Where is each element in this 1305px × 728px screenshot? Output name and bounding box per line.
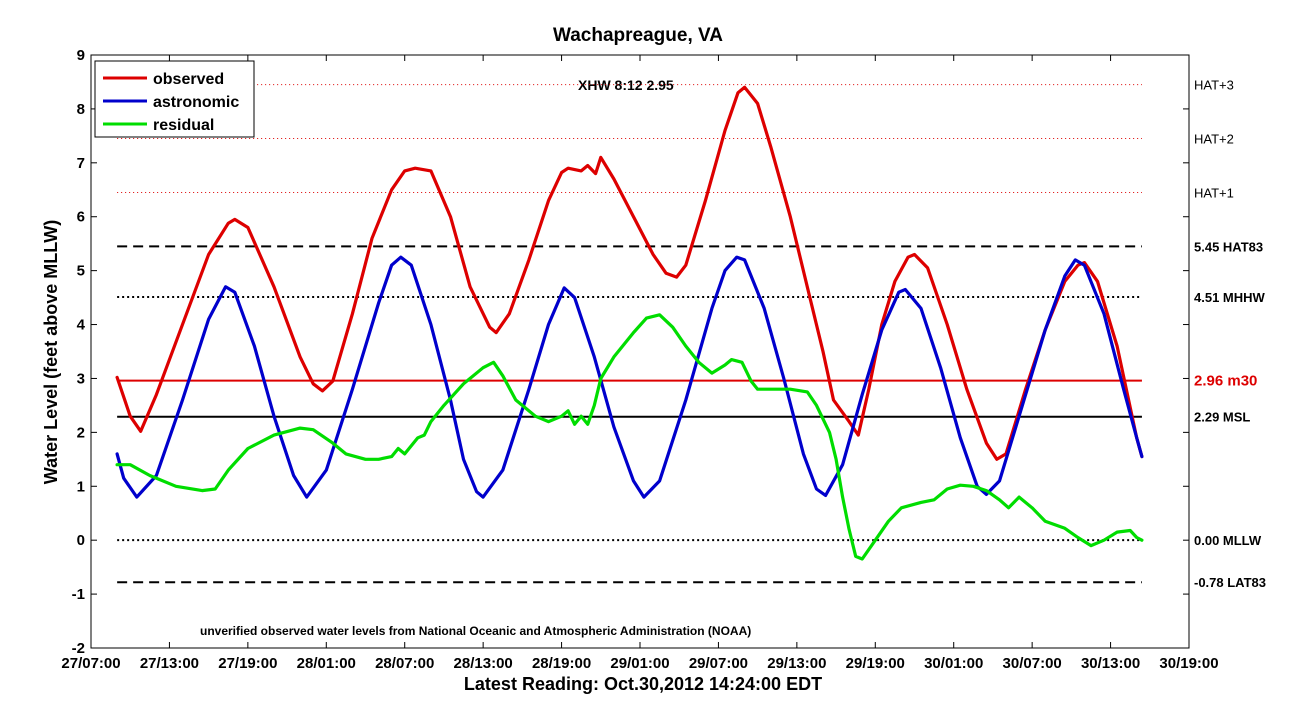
y-tick-label: 4: [77, 317, 86, 334]
reference-line-label: 2.29 MSL: [1194, 410, 1250, 425]
y-tick-label: 1: [77, 478, 85, 495]
x-tick-label: 29/01:00: [610, 655, 669, 672]
y-tick-label: 5: [77, 263, 85, 280]
x-tick-label: 27/07:00: [61, 655, 120, 672]
legend: observed astronomic residual: [94, 60, 255, 138]
chart-title: Wachapreague, VA: [553, 25, 723, 46]
legend-label-astronomic: astronomic: [153, 94, 239, 111]
x-tick-label: 29/07:00: [689, 655, 748, 672]
reference-line-label: 5.45 HAT83: [1194, 239, 1263, 254]
x-tick-label: 28/07:00: [375, 655, 434, 672]
reference-line-label: HAT+1: [1194, 185, 1234, 200]
x-tick-label: 27/19:00: [218, 655, 277, 672]
y-tick-label: 3: [77, 370, 85, 387]
x-tick-label: 28/01:00: [297, 655, 356, 672]
y-tick-label: 6: [77, 209, 85, 226]
reference-line-label: 2.96 m30: [1194, 373, 1257, 390]
x-tick-label: 28/13:00: [454, 655, 513, 672]
y-tick-label: -1: [72, 586, 85, 603]
x-tick-label: 30/07:00: [1003, 655, 1062, 672]
y-tick-label: 2: [77, 424, 85, 441]
series-line-residual: [115, 313, 1144, 561]
y-tick-label: 9: [77, 47, 85, 64]
y-tick-label: -2: [72, 640, 85, 657]
y-axis-label: Water Level (feet above MLLW): [41, 220, 61, 484]
reference-line-label: -0.78 LAT83: [1194, 575, 1266, 590]
legend-label-observed: observed: [153, 71, 224, 88]
reference-line-label: HAT+2: [1194, 132, 1234, 147]
x-tick-label: 28/19:00: [532, 655, 591, 672]
reference-line-label: HAT+3: [1194, 78, 1234, 93]
x-tick-label: 30/19:00: [1159, 655, 1218, 672]
legend-label-residual: residual: [153, 117, 214, 134]
y-tick-label: 7: [77, 155, 85, 172]
y-tick-label: 8: [77, 101, 85, 118]
series-line-observed: [115, 85, 1144, 461]
x-axis-label: Latest Reading: Oct.30,2012 14:24:00 EDT: [464, 674, 822, 694]
x-tick-label: 27/13:00: [140, 655, 199, 672]
source-note: unverified observed water levels from Na…: [200, 624, 751, 638]
x-tick-label: 29/13:00: [767, 655, 826, 672]
x-tick-label: 30/01:00: [924, 655, 983, 672]
reference-line-label: 4.51 MHHW: [1194, 290, 1266, 305]
x-tick-label: 30/13:00: [1081, 655, 1140, 672]
reference-line-label: 0.00 MLLW: [1194, 533, 1262, 548]
plot-layer: -2 -1 0 1 2 3 4 5 6 7 8 9 27/07:00 27/13:00 27/19:00 28…: [61, 47, 1266, 672]
y-tick-label: 0: [77, 532, 85, 549]
x-tick-label: 29/19:00: [846, 655, 905, 672]
series-line-astronomic: [115, 255, 1144, 499]
